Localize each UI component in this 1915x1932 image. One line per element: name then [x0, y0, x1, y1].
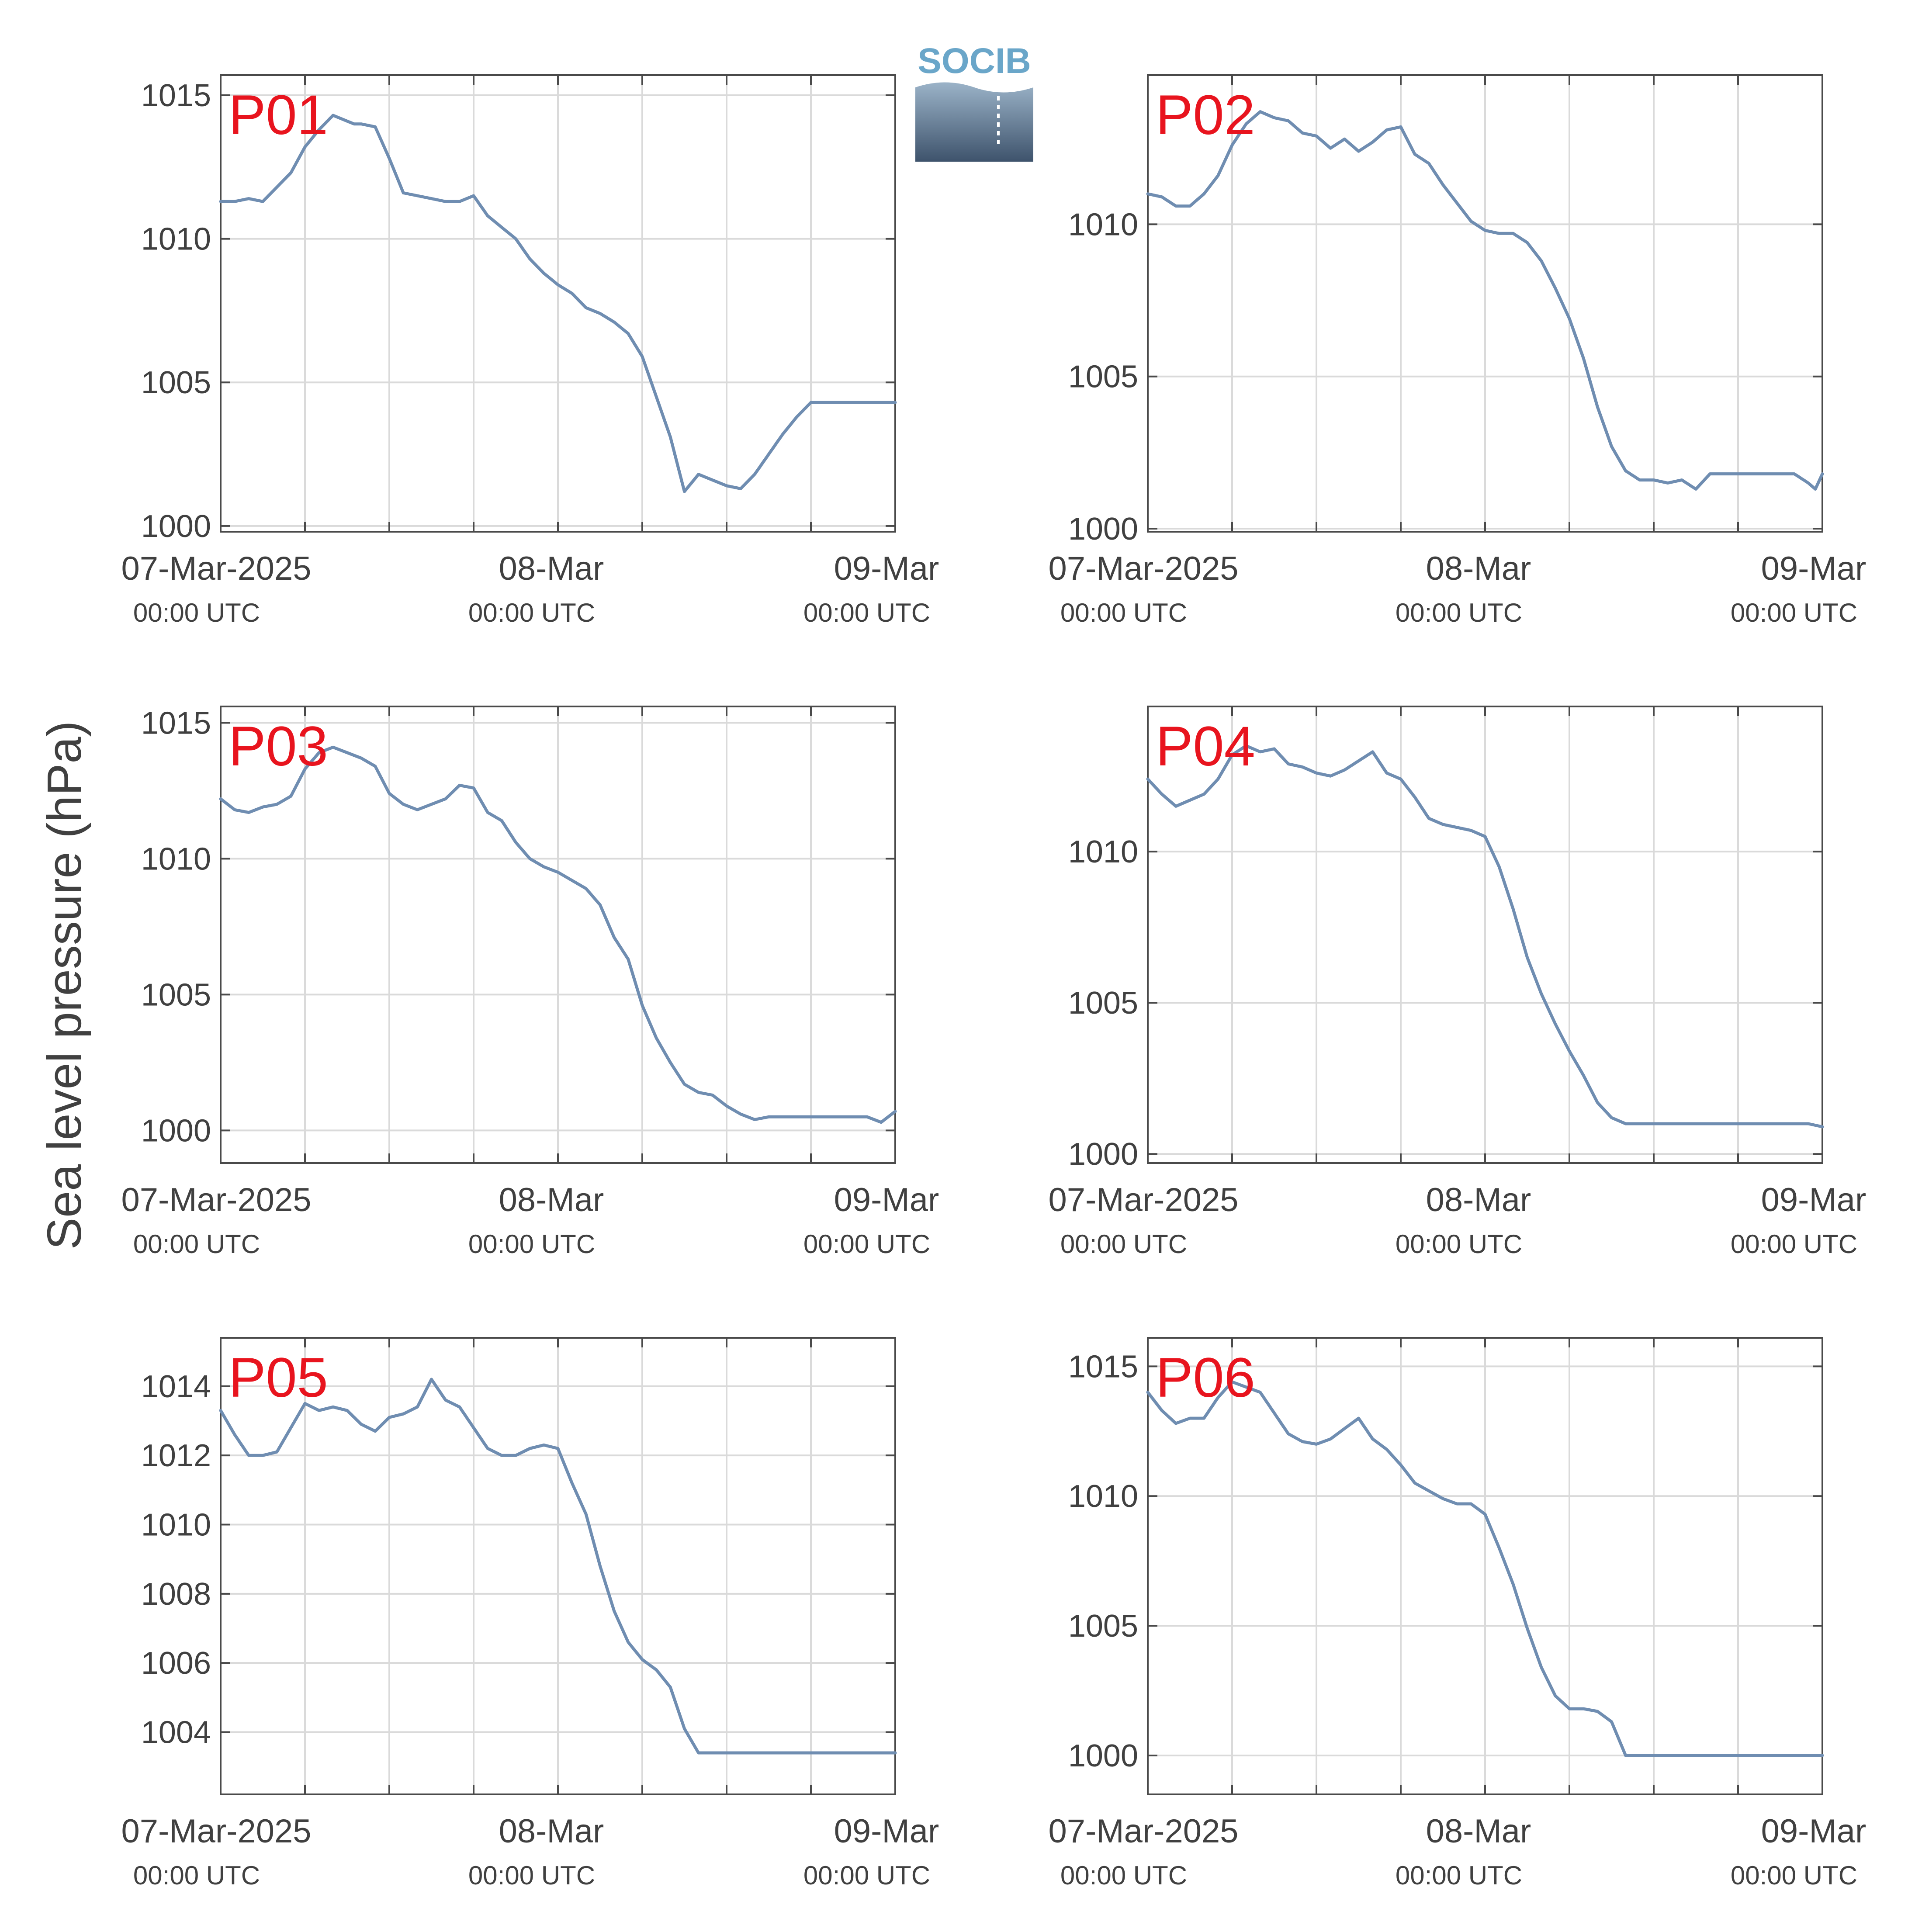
x-tick-time-label: 00:00 UTC	[803, 1861, 930, 1890]
x-tick-time-label: 00:00 UTC	[468, 598, 595, 627]
y-tick-label: 1014	[141, 1369, 211, 1404]
y-tick-label: 1015	[141, 706, 211, 741]
x-tick-time-label: 00:00 UTC	[468, 1229, 595, 1259]
x-tick-date-label: 07-Mar-2025	[121, 1813, 311, 1850]
x-tick-date-label: 08-Mar	[499, 1813, 604, 1850]
chart-panel-p05: 1004 1006 1008 1010 1012 1014 07-Mar-2025 00:00…	[121, 1337, 939, 1890]
y-tick-label: 1010	[141, 1508, 211, 1543]
panel-label: P04	[1156, 715, 1255, 778]
x-tick-time-label: 00:00 UTC	[803, 1229, 930, 1259]
y-tick-label: 1000	[1068, 1738, 1138, 1773]
series-line	[219, 1378, 897, 1755]
series-line	[219, 114, 897, 493]
x-tick-time-label: 00:00 UTC	[1060, 1229, 1187, 1259]
x-tick-time-label: 00:00 UTC	[133, 1861, 260, 1890]
y-tick-label: 1008	[141, 1577, 211, 1612]
y-tick-label: 1010	[141, 841, 211, 876]
y-tick-label: 1004	[141, 1715, 211, 1750]
x-tick-date-label: 08-Mar	[1426, 1181, 1531, 1219]
y-tick-label: 1005	[1068, 1609, 1138, 1644]
x-tick-time-label: 00:00 UTC	[1060, 598, 1187, 627]
x-tick-date-label: 07-Mar-2025	[1048, 550, 1238, 587]
x-tick-date-label: 08-Mar	[1426, 1813, 1531, 1850]
series-line	[1146, 744, 1824, 1129]
x-tick-date-label: 09-Mar	[834, 1181, 939, 1219]
chart-panel-p04: 1000 1005 1010 07-Mar-2025 00:00 UTC 08-Mar 00…	[1048, 706, 1866, 1259]
x-tick-time-label: 00:00 UTC	[1396, 598, 1522, 627]
x-tick-date-label: 09-Mar	[1761, 1813, 1867, 1850]
x-tick-date-label: 08-Mar	[1426, 550, 1531, 587]
panel-label: P06	[1156, 1347, 1255, 1409]
y-tick-label: 1000	[141, 1113, 211, 1148]
chart-panel-p06: 1000 1005 1010 1015 07-Mar-2025 00:00 UTC 08-M…	[1048, 1337, 1867, 1890]
panel-label: P02	[1156, 84, 1255, 146]
x-tick-date-label: 09-Mar	[834, 550, 939, 587]
y-tick-label: 1010	[1068, 834, 1138, 869]
x-tick-time-label: 00:00 UTC	[803, 598, 930, 627]
y-axis-label: Sea level pressure (hPa)	[38, 721, 91, 1250]
panel-label: P05	[229, 1347, 328, 1409]
y-tick-label: 1010	[1068, 207, 1138, 242]
x-tick-date-label: 08-Mar	[499, 1181, 604, 1219]
x-tick-time-label: 00:00 UTC	[1396, 1861, 1522, 1890]
logo-text: SOCIB	[918, 46, 1031, 81]
panel-label: P03	[229, 715, 328, 778]
x-tick-date-label: 07-Mar-2025	[121, 1181, 311, 1219]
y-tick-label: 1000	[141, 509, 211, 544]
series-line	[219, 745, 897, 1124]
x-tick-date-label: 09-Mar	[1761, 1181, 1867, 1219]
x-tick-date-label: 09-Mar	[1761, 550, 1867, 587]
x-tick-time-label: 00:00 UTC	[1731, 1861, 1857, 1890]
chart-panel-p01: 1000 1005 1010 1015 07-Mar-2025 00:00 UTC 08-M…	[121, 74, 939, 627]
socib-logo: SOCIB	[915, 46, 1033, 162]
y-tick-label: 1012	[141, 1438, 211, 1473]
y-tick-label: 1010	[1068, 1479, 1138, 1514]
y-tick-label: 1015	[1068, 1349, 1138, 1384]
x-tick-date-label: 07-Mar-2025	[1048, 1181, 1238, 1219]
chart-panel-p03: 1000 1005 1010 1015 07-Mar-2025 00:00 UTC 08-M…	[121, 706, 939, 1259]
x-tick-date-label: 08-Mar	[499, 550, 604, 587]
y-tick-label: 1000	[1068, 512, 1138, 547]
y-tick-label: 1015	[141, 78, 211, 113]
x-tick-time-label: 00:00 UTC	[133, 1229, 260, 1259]
x-tick-time-label: 00:00 UTC	[133, 598, 260, 627]
y-tick-label: 1010	[141, 222, 211, 257]
y-tick-label: 1005	[1068, 986, 1138, 1021]
x-tick-time-label: 00:00 UTC	[1731, 598, 1857, 627]
y-tick-label: 1000	[1068, 1137, 1138, 1172]
x-tick-time-label: 00:00 UTC	[1060, 1861, 1187, 1890]
chart-panel-p02: 1000 1005 1010 07-Mar-2025 00:00 UTC 08-Mar 00…	[1048, 74, 1867, 627]
y-tick-label: 1005	[1068, 360, 1138, 395]
x-tick-time-label: 00:00 UTC	[468, 1861, 595, 1890]
x-tick-time-label: 00:00 UTC	[1731, 1229, 1857, 1259]
x-tick-date-label: 09-Mar	[834, 1813, 939, 1850]
y-tick-label: 1005	[141, 365, 211, 400]
x-tick-date-label: 07-Mar-2025	[121, 550, 311, 587]
series-line	[1146, 1380, 1824, 1757]
panel-label: P01	[229, 84, 328, 146]
x-tick-date-label: 07-Mar-2025	[1048, 1813, 1238, 1850]
x-tick-time-label: 00:00 UTC	[1396, 1229, 1522, 1259]
y-tick-label: 1005	[141, 977, 211, 1012]
y-tick-label: 1006	[141, 1646, 211, 1681]
series-line	[1146, 110, 1824, 491]
